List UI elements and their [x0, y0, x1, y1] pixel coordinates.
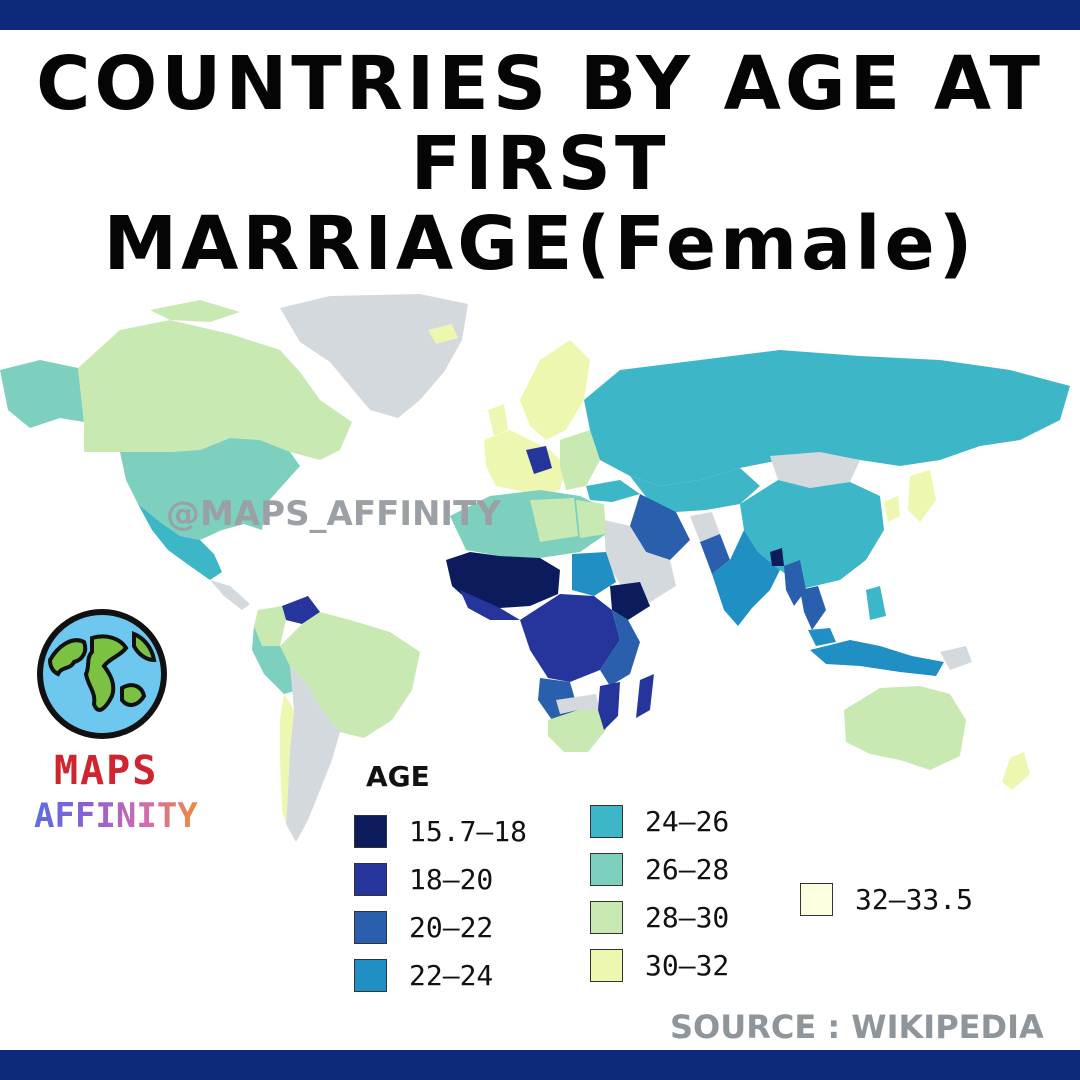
region-venezuela	[282, 596, 320, 624]
region-central-america	[210, 580, 250, 610]
region-malaysia	[808, 628, 836, 646]
region-scandinavia	[520, 340, 590, 440]
region-mexico	[138, 504, 222, 580]
legend-label: 22–24	[409, 959, 494, 992]
region-australia	[844, 686, 966, 770]
title-line-3: MARRIAGE(Female)	[103, 201, 977, 287]
region-namibia-botswana	[556, 694, 600, 714]
region-west-africa	[446, 552, 560, 608]
bottom-banner	[0, 1050, 1080, 1080]
region-turkey	[586, 480, 640, 502]
legend-item: 32–33.5	[800, 883, 973, 916]
legend-label: 24–26	[645, 805, 730, 838]
legend-swatch	[354, 815, 387, 848]
title-line-1: COUNTRIES BY AGE AT	[36, 41, 1044, 127]
brand-affinity: AFFINITY	[34, 796, 198, 836]
region-arabia	[604, 520, 676, 602]
legend-label: 15.7–18	[409, 815, 528, 848]
region-east-africa	[600, 610, 640, 686]
legend-label: 20–22	[409, 911, 494, 944]
title-line-2: FIRST	[410, 121, 670, 207]
region-sudan	[572, 552, 616, 596]
region-madagascar	[636, 674, 654, 718]
source-credit: SOURCE : WIKIPEDIA	[670, 1008, 1044, 1046]
region-philippines	[866, 586, 886, 620]
legend-item: 20–22	[354, 911, 493, 944]
region-pakistan	[700, 534, 730, 574]
region-europe-west	[484, 430, 566, 496]
region-egypt	[576, 500, 606, 538]
legend-swatch	[590, 853, 623, 886]
region-arctic-islands	[150, 300, 240, 322]
region-usa	[120, 438, 300, 540]
region-alaska	[0, 360, 84, 428]
region-png	[940, 646, 972, 670]
region-new-zealand	[1002, 752, 1030, 790]
legend-item: 30–32	[590, 949, 729, 982]
region-mozambique	[598, 682, 620, 730]
region-eastern-europe	[560, 430, 600, 490]
region-southern-africa	[548, 710, 606, 752]
legend-item: 28–30	[590, 901, 729, 934]
legend-label: 26–28	[645, 853, 730, 886]
region-russia	[584, 350, 1070, 486]
region-afghanistan	[690, 512, 720, 542]
legend-swatch	[354, 911, 387, 944]
legend-swatch	[590, 805, 623, 838]
region-myanmar	[784, 560, 806, 606]
legend-item: 24–26	[590, 805, 729, 838]
region-greenland	[280, 294, 468, 418]
brand-affinity-text: AFFINITY	[34, 796, 198, 836]
region-indonesia	[810, 640, 944, 676]
legend-label: 32–33.5	[855, 883, 974, 916]
region-iceland	[428, 324, 458, 344]
region-uk	[488, 404, 508, 436]
region-peru	[252, 626, 298, 694]
region-ethiopia	[610, 582, 650, 620]
legend-item: 26–28	[590, 853, 729, 886]
legend-item: 18–20	[354, 863, 493, 896]
legend-swatch	[590, 901, 623, 934]
region-thailand	[800, 586, 826, 630]
legend-swatch	[590, 949, 623, 982]
region-central-asia	[630, 468, 760, 512]
region-brazil	[280, 612, 420, 738]
region-west-coast	[460, 590, 520, 620]
globe-icon	[37, 609, 167, 739]
region-chile	[280, 694, 294, 824]
region-southern-cone	[286, 666, 340, 842]
legend-swatch	[354, 959, 387, 992]
region-bangladesh	[770, 548, 784, 566]
legend-label: 30–32	[645, 949, 730, 982]
legend-label: 18–20	[409, 863, 494, 896]
legend-item: 22–24	[354, 959, 493, 992]
region-libya	[530, 498, 578, 542]
region-india	[712, 530, 780, 626]
legend-title: AGE	[366, 760, 430, 793]
region-central-africa	[520, 594, 620, 682]
legend-swatch	[354, 863, 387, 896]
top-banner	[0, 0, 1080, 30]
watermark-handle: @MAPS_AFFINITY	[166, 494, 501, 534]
map-title: COUNTRIES BY AGE AT FIRST MARRIAGE(Femal…	[0, 44, 1080, 284]
legend-swatch	[800, 883, 833, 916]
legend-label: 28–30	[645, 901, 730, 934]
region-korea	[884, 496, 900, 522]
region-japan	[908, 470, 936, 522]
region-mongolia	[770, 452, 860, 488]
world-map	[0, 294, 1070, 842]
legend-item: 15.7–18	[354, 815, 527, 848]
region-iran	[630, 494, 690, 560]
region-canada	[78, 320, 352, 460]
region-germany	[526, 446, 552, 474]
brand-maps: MAPS	[54, 748, 159, 794]
region-colombia	[254, 606, 286, 646]
